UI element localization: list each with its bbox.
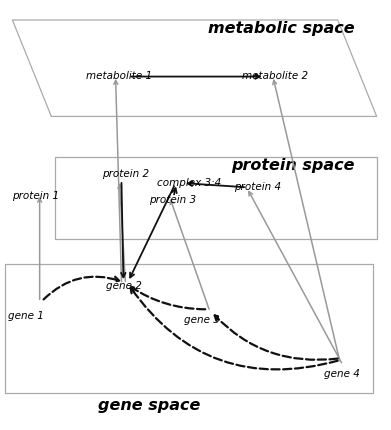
Text: metabolite 2: metabolite 2	[242, 71, 308, 81]
Text: gene space: gene space	[98, 398, 200, 413]
Text: complex 3:4: complex 3:4	[156, 178, 221, 188]
Text: protein 3: protein 3	[149, 195, 196, 205]
Text: gene 1: gene 1	[9, 311, 44, 321]
Text: metabolic space: metabolic space	[208, 21, 355, 36]
Text: gene 2: gene 2	[106, 281, 142, 291]
Text: gene 3: gene 3	[184, 315, 220, 325]
Text: protein 2: protein 2	[102, 169, 149, 179]
Text: metabolite 1: metabolite 1	[86, 71, 152, 81]
Text: gene 4: gene 4	[324, 369, 360, 378]
Text: protein 4: protein 4	[235, 182, 282, 192]
Text: protein 1: protein 1	[13, 191, 59, 201]
Text: protein space: protein space	[231, 158, 355, 173]
